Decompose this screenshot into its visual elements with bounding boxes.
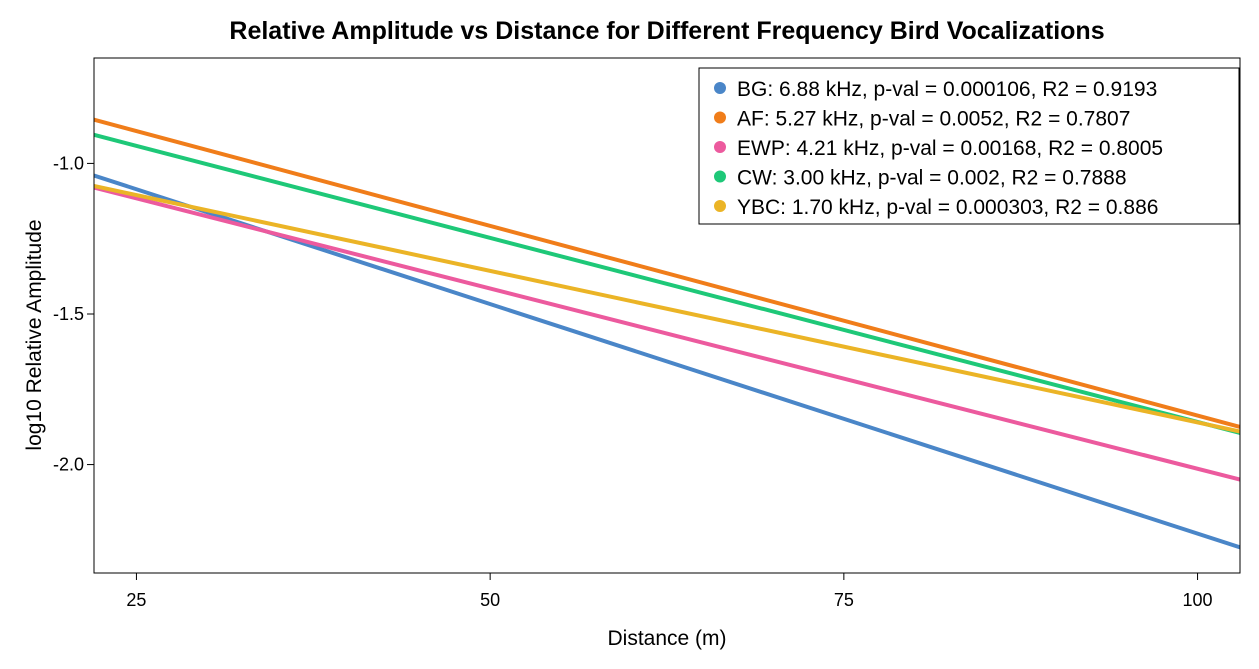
legend-marker-0 (714, 82, 726, 94)
legend-marker-1 (714, 111, 726, 124)
x-tick-label-1: 50 (480, 590, 500, 610)
legend-marker-4 (714, 200, 726, 212)
legend-entry-0: BG: 6.88 kHz, p-val = 0.000106, R2 = 0.9… (737, 78, 1157, 101)
legend-box (698, 67, 1240, 225)
x-axis-label: Distance (m) (607, 627, 726, 650)
x-tick-label-2: 75 (834, 590, 854, 610)
series-line-4 (94, 184, 1240, 434)
legend-entry-2: EWP: 4.21 kHz, p-val = 0.00168, R2 = 0.8… (737, 137, 1163, 160)
y-tick-label-0: -1.0 (53, 153, 84, 173)
x-axis: 25 50 75 100 (126, 573, 1213, 610)
legend-marker-2 (714, 141, 726, 153)
series-line-2 (94, 185, 1240, 482)
plot-frame (93, 57, 1241, 574)
series-layer (94, 117, 1240, 550)
x-tick-label-3: 100 (1183, 590, 1213, 610)
y-axis: -1.0 -1.5 -2.0 (53, 153, 94, 475)
y-tick-label-2: -2.0 (53, 455, 84, 475)
x-tick-label-0: 25 (126, 590, 146, 610)
chart-title: Relative Amplitude vs Distance for Diffe… (229, 17, 1104, 45)
legend-entry-1: AF: 5.27 kHz, p-val = 0.0052, R2 = 0.780… (737, 108, 1130, 131)
y-tick-label-1: -1.5 (53, 304, 84, 324)
series-line-3 (94, 132, 1240, 435)
legend-entry-4: YBC: 1.70 kHz, p-val = 0.000303, R2 = 0.… (737, 196, 1158, 219)
series-line-1 (94, 117, 1240, 429)
legend-entry-3: CW: 3.00 kHz, p-val = 0.002, R2 = 0.7888 (737, 167, 1127, 190)
y-axis-label: log10 Relative Amplitude (23, 219, 46, 450)
legend-marker-3 (714, 170, 726, 183)
legend: BG: 6.88 kHz, p-val = 0.000106, R2 = 0.9… (698, 67, 1240, 225)
